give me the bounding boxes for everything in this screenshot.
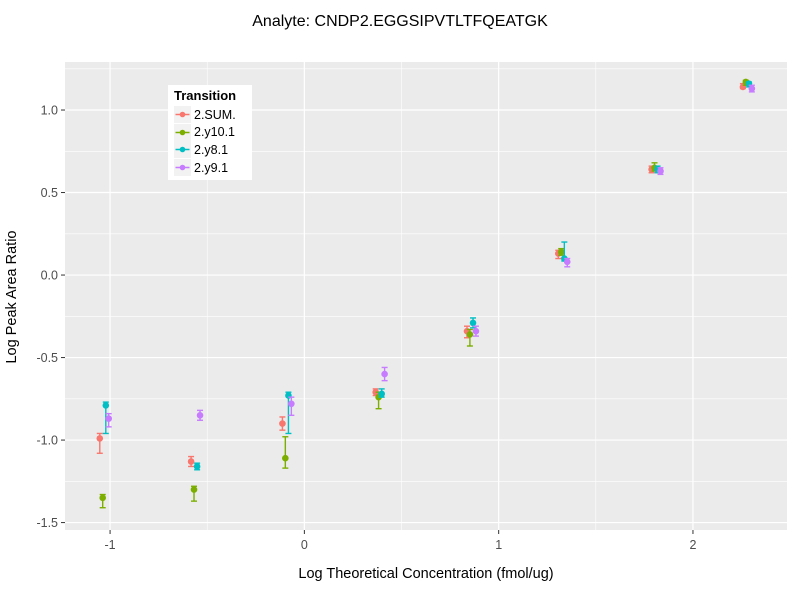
legend-key-icon (174, 159, 191, 177)
y-tick-label: -1.5 (36, 516, 58, 530)
data-point (279, 420, 286, 427)
data-point (557, 248, 565, 256)
data-point (282, 454, 289, 462)
legend-entry: 2.y9.1 (168, 159, 252, 177)
data-point (472, 327, 480, 335)
data-point (748, 85, 756, 92)
data-point (99, 494, 106, 502)
plot-title: Analyte: CNDP2.EGGSIPVTLTFQEATGK (252, 13, 548, 30)
data-point (102, 402, 110, 409)
legend-entry-label: 2.y9.1 (194, 160, 229, 175)
data-point (563, 258, 571, 266)
data-point (196, 412, 204, 419)
y-tick-label: 0.5 (41, 186, 58, 200)
data-point (657, 167, 664, 175)
y-tick-label: 0.0 (41, 269, 58, 283)
data-point (187, 458, 195, 465)
data-point (190, 486, 198, 493)
legend-entry: 2.SUM. (168, 106, 252, 124)
legend-key-icon (174, 123, 191, 141)
legend-entry: 2.y8.1 (168, 141, 252, 159)
x-tick-label: 0 (301, 538, 308, 552)
legend-title: Transition (174, 88, 237, 103)
x-tick-label: 2 (689, 538, 696, 552)
legend-entry-label: 2.y8.1 (194, 142, 229, 157)
legend-entry-label: 2.y10.1 (194, 125, 236, 140)
data-point (378, 390, 386, 398)
y-tick-label: -1.0 (36, 434, 58, 448)
data-point (193, 463, 201, 470)
legend-key-icon (174, 141, 191, 159)
y-tick-label: -0.5 (36, 351, 58, 365)
x-axis-title: Log Theoretical Concentration (fmol/ug) (298, 566, 554, 582)
data-point (466, 331, 474, 338)
legend-entry-label: 2.SUM. (194, 107, 236, 122)
x-tick-label: 1 (495, 538, 502, 552)
legend-entry: 2.y10.1 (168, 123, 252, 142)
legend-box: Transition 2.SUM. 2.y10.1 2.y8.1 2.y9.1 (168, 85, 252, 181)
y-axis-title: Log Peak Area Ratio (4, 230, 20, 364)
y-tick-label: 1.0 (41, 104, 58, 118)
legend-key-icon (174, 106, 191, 124)
legend-entries: 2.SUM. 2.y10.1 2.y8.1 2.y9.1 (168, 106, 252, 177)
x-tick-label: -1 (105, 538, 116, 552)
data-point (96, 435, 104, 442)
data-point (469, 319, 477, 327)
data-point (381, 370, 388, 378)
data-point (288, 400, 295, 408)
data-point (105, 415, 113, 422)
